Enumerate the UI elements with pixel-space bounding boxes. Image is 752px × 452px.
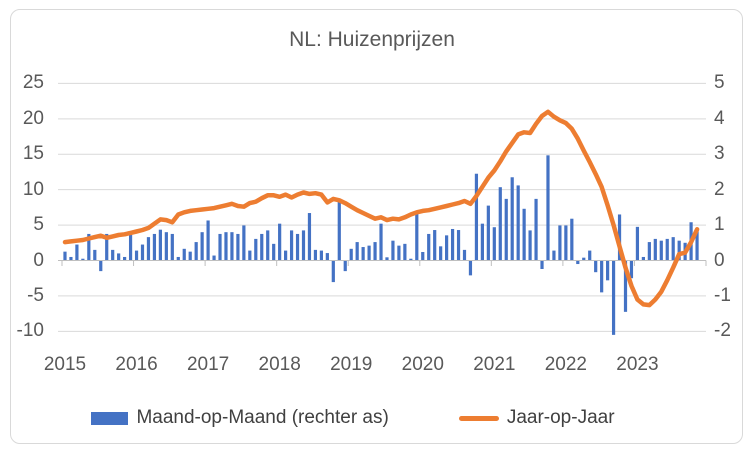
y-axis-right-tick-label: 1 [714,214,725,236]
line-swatch-icon [458,415,499,421]
y-axis-right-tick-label: -2 [714,320,731,342]
legend-item-maand-op-maand: Maand-op-Maand (rechter as) [91,407,389,429]
x-axis-tick-label: 2023 [616,354,659,375]
y-axis-left-tick-label: 20 [22,107,44,129]
y-axis-right-tick-label: 3 [714,143,725,165]
maand-op-maand-bars [63,155,699,335]
legend: Maand-op-Maand (rechter as) Jaar-op-Jaar [0,403,706,433]
y-axis-left-tick-label: 25 [22,72,44,94]
y-axis-left-tick-label: 5 [33,214,44,236]
x-axis-tick-label: 2022 [544,354,588,375]
y-axis-right-tick-label: 0 [714,249,725,271]
y-axis-right-tick-label: 2 [714,178,725,200]
y-axis-left-tick-label: 10 [22,178,44,200]
x-axis-tick-label: 2020 [401,354,444,375]
legend-label-maand-op-maand: Maand-op-Maand (rechter as) [136,407,389,428]
x-axis-tick-label: 2018 [258,354,301,375]
y-axis-left-tick-label: 15 [22,143,44,165]
x-axis-tick-label: 2021 [473,354,516,375]
y-axis-left-tick-label: 0 [33,249,44,271]
x-axis-tick-label: 2015 [43,354,87,375]
x-axis-tick-label: 2016 [115,354,158,375]
x-axis-tick-label: 2017 [186,354,230,375]
x-axis-tick-label: 2019 [330,354,373,375]
bar-swatch-icon [91,411,129,425]
y-axis-right-tick-label: -1 [714,284,731,306]
chart-title: NL: Huizenprijzen [289,28,455,51]
y-axis-right-tick-label: 5 [714,72,725,94]
y-axis-left-tick-label: -5 [27,284,44,306]
jaar-op-jaar-line [62,109,700,308]
legend-label-jaar-op-jaar: Jaar-op-Jaar [506,407,615,428]
y-axis-left-tick-label: -10 [16,320,44,342]
y-axis-right-tick-label: 4 [714,107,725,129]
legend-item-jaar-op-jaar: Jaar-op-Jaar [458,407,615,429]
